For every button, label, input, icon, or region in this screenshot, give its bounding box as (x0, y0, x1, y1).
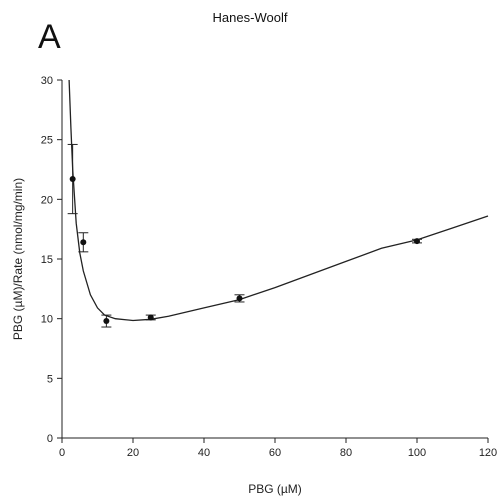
panel-letter: A (38, 18, 61, 56)
y-axis-label: PBG (µM)/Rate (nmol/mg/min) (11, 178, 25, 340)
data-point (414, 238, 420, 245)
x-tick-label: 80 (340, 447, 352, 459)
data-points (67, 143, 422, 328)
x-tick-label: 40 (198, 447, 210, 459)
fit-curve (68, 79, 489, 322)
data-point (103, 318, 110, 325)
x-ticks: 0 20 40 60 80 100 120 (59, 438, 497, 459)
data-point (236, 295, 243, 302)
x-tick-label: 60 (269, 447, 281, 459)
x-tick-label: 120 (479, 447, 497, 459)
x-axis-label: PBG (µM) (248, 482, 302, 496)
y-tick-label: 5 (47, 373, 53, 385)
data-point (147, 314, 154, 321)
x-tick-label: 20 (127, 447, 139, 459)
data-point (80, 239, 87, 246)
y-tick-label: 25 (41, 135, 53, 147)
data-point (69, 176, 76, 183)
axes (61, 80, 488, 439)
chart-title: Hanes-Woolf (212, 10, 288, 25)
y-tick-label: 30 (41, 75, 53, 87)
y-tick-label: 10 (41, 314, 53, 326)
y-tick-label: 0 (47, 433, 53, 445)
y-ticks: 0 5 10 15 20 25 30 (41, 75, 62, 445)
y-tick-label: 15 (41, 254, 53, 266)
y-tick-label: 20 (41, 194, 53, 206)
x-tick-label: 0 (59, 447, 65, 459)
x-tick-label: 100 (408, 447, 426, 459)
